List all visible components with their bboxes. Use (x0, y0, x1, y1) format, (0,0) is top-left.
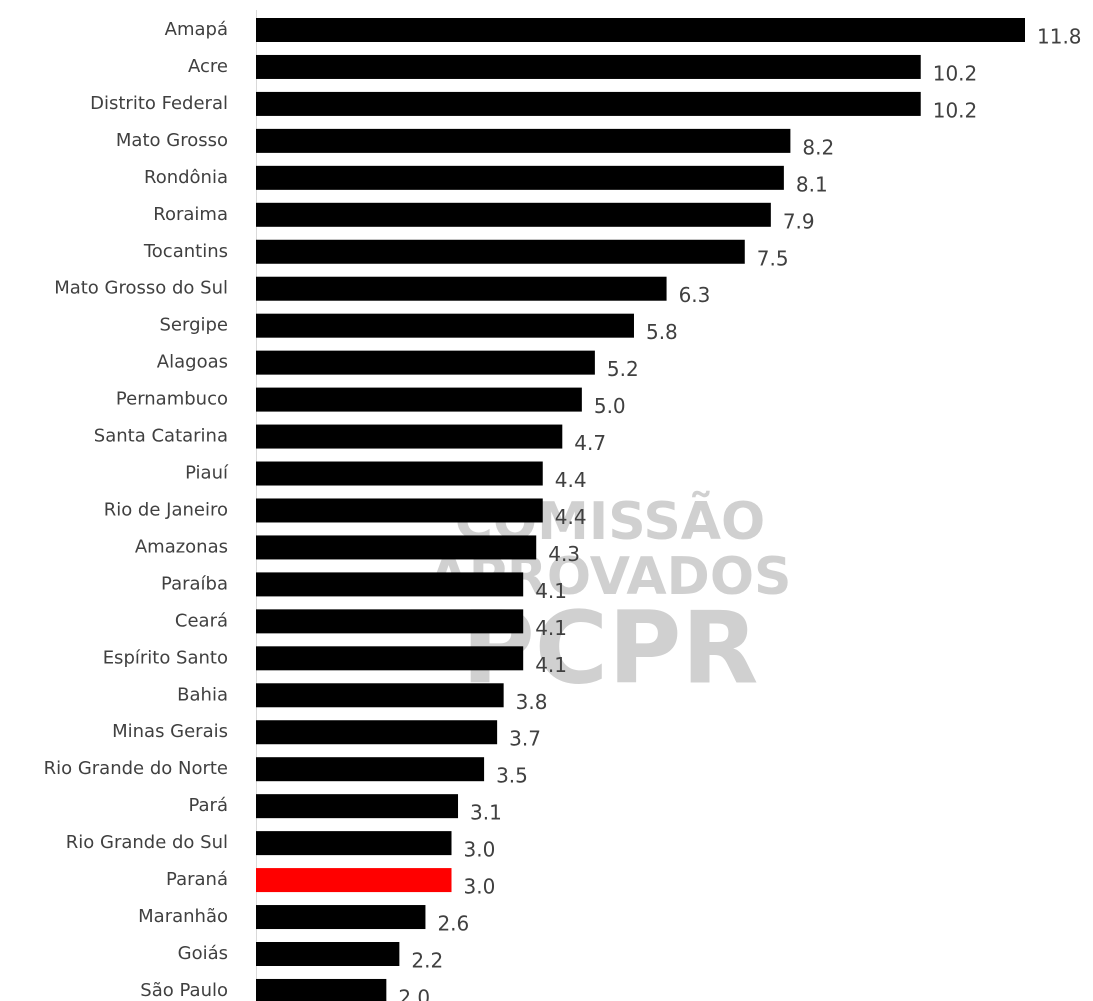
y-tick-label: Minas Gerais (112, 721, 228, 742)
bar (256, 202, 771, 227)
bar (256, 794, 459, 819)
bar (256, 978, 387, 1001)
y-tick-label: Bahia (177, 684, 228, 705)
y-tick-label: Distrito Federal (90, 93, 228, 114)
bar (256, 757, 485, 782)
bar (256, 54, 921, 79)
bar (256, 720, 498, 745)
y-tick-label: Pará (188, 795, 228, 816)
y-tick-label: Rio de Janeiro (104, 499, 228, 520)
y-tick-label: Mato Grosso do Sul (54, 278, 228, 299)
y-tick-label: Ceará (175, 610, 228, 631)
bar (256, 683, 504, 708)
data-label: 5.0 (594, 394, 626, 418)
bar (256, 609, 524, 634)
data-label: 2.0 (398, 985, 430, 1001)
bar (256, 424, 563, 449)
y-tick-label: Piauí (185, 463, 229, 484)
y-tick-label: Tocantins (143, 241, 228, 262)
data-label: 2.2 (411, 949, 443, 973)
data-label: 3.0 (464, 838, 496, 862)
data-label: 4.4 (555, 505, 587, 529)
data-label: 4.1 (535, 579, 567, 603)
bar (256, 18, 1025, 42)
data-label: 3.0 (464, 875, 496, 899)
bar (256, 350, 595, 375)
data-label: 7.5 (757, 246, 789, 270)
data-label: 4.3 (548, 542, 580, 566)
data-label: 4.1 (535, 653, 567, 677)
y-tick-label: Rondônia (144, 167, 228, 188)
data-label: 6.3 (679, 283, 711, 307)
y-tick-label: Mato Grosso (116, 130, 228, 151)
data-label: 8.2 (802, 135, 834, 159)
y-tick-label: Acre (188, 56, 228, 77)
bar (256, 387, 582, 412)
y-tick-label: Paraíba (161, 573, 228, 594)
bar (256, 942, 400, 966)
data-label: 4.4 (555, 468, 587, 492)
bar (256, 276, 667, 301)
data-label: 2.6 (437, 912, 469, 936)
y-tick-label: Sergipe (159, 315, 228, 336)
data-label: 3.8 (516, 690, 548, 714)
bar (256, 498, 543, 523)
y-tick-label: Rio Grande do Norte (44, 758, 228, 779)
y-tick-label: Roraima (153, 204, 228, 225)
bar (256, 165, 784, 190)
y-tick-label: Goiás (178, 943, 228, 964)
bar (256, 313, 634, 338)
bar (256, 128, 791, 153)
data-label: 5.8 (646, 320, 678, 344)
data-label: 3.5 (496, 764, 528, 788)
y-tick-label: Amazonas (135, 536, 228, 557)
bar (256, 831, 452, 856)
data-label: 10.2 (933, 98, 978, 122)
bar (256, 461, 543, 486)
data-label: 4.1 (535, 616, 567, 640)
y-tick-label: Maranhão (138, 906, 228, 927)
data-label: 3.1 (470, 801, 502, 825)
data-label: 10.2 (933, 61, 978, 85)
y-tick-label: Amapá (165, 19, 228, 40)
bar (256, 572, 524, 597)
bar (256, 91, 921, 116)
y-tick-label: Rio Grande do Sul (66, 832, 228, 853)
y-tick-label: Espírito Santo (103, 647, 228, 668)
y-tick-label: Pernambuco (116, 389, 228, 410)
bar (256, 239, 745, 264)
data-label: 5.2 (607, 357, 639, 381)
y-tick-label: Santa Catarina (94, 426, 228, 447)
y-tick-label: Paraná (166, 869, 228, 890)
bar (256, 646, 524, 671)
y-tick-label: Alagoas (157, 352, 228, 373)
bar (256, 905, 426, 930)
data-label: 7.9 (783, 209, 815, 233)
bar (256, 535, 537, 560)
bar (256, 868, 452, 893)
data-label: 4.7 (574, 431, 606, 455)
data-label: 11.8 (1037, 25, 1082, 49)
data-label: 8.1 (796, 172, 828, 196)
data-label: 3.7 (509, 727, 541, 751)
y-tick-label: São Paulo (140, 980, 228, 1001)
